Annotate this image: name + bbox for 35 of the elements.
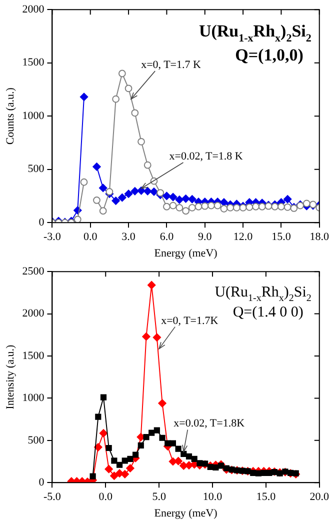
text: Q=(1.4 0 0) bbox=[232, 304, 304, 321]
x-tick-label: -5.0 bbox=[43, 491, 62, 504]
y-tick-label: 1500 bbox=[22, 350, 45, 362]
annotation: x=0, T=1.7K bbox=[161, 314, 218, 327]
y-tick-label: 1000 bbox=[22, 392, 45, 404]
x-axis-title: Energy (meV) bbox=[154, 247, 218, 260]
x-tick-label: 5.0 bbox=[152, 491, 166, 504]
x-tick-label: 3.0 bbox=[122, 231, 136, 244]
annotation: x=0.02, T=1.8K bbox=[174, 418, 245, 430]
y-tick-label: 2000 bbox=[22, 308, 45, 320]
y-tick-label: 2000 bbox=[22, 3, 45, 16]
x-tick-label: 10.0 bbox=[202, 491, 223, 504]
x-tick-label: 0.0 bbox=[98, 491, 114, 504]
x-tick-label: -3.0 bbox=[43, 231, 62, 244]
y-tick-label: 500 bbox=[28, 434, 45, 446]
x-tick-label: 15.0 bbox=[272, 231, 292, 244]
x-axis-title: Energy (meV) bbox=[154, 507, 218, 520]
y-tick-label: 1000 bbox=[22, 110, 45, 122]
y-tick-label: 0 bbox=[38, 476, 45, 488]
x-tick-label: 9.0 bbox=[198, 231, 212, 244]
y-tick-label: 500 bbox=[28, 163, 45, 176]
annotation: x=0.02, T=1.8 K bbox=[169, 150, 243, 163]
y-axis-title: Counts (a.u.) bbox=[4, 87, 16, 145]
x-tick-label: 20.0 bbox=[310, 491, 330, 504]
x-tick-label: 15.0 bbox=[256, 491, 276, 504]
annotation: x=0, T=1.7 K bbox=[141, 59, 202, 72]
text: Q=(1,0,0) bbox=[235, 46, 304, 65]
x-tick-label: 18.0 bbox=[310, 231, 330, 244]
y-tick-label: 1500 bbox=[22, 56, 45, 69]
x-tick-label: 12.0 bbox=[233, 231, 254, 244]
y-tick-label: 2500 bbox=[22, 265, 45, 278]
x-tick-label: 0.0 bbox=[83, 231, 98, 244]
x-tick-label: 6.0 bbox=[160, 231, 174, 244]
y-axis-title: Intensity (a.u.) bbox=[4, 344, 16, 410]
y-tick-label: 0 bbox=[38, 216, 45, 228]
